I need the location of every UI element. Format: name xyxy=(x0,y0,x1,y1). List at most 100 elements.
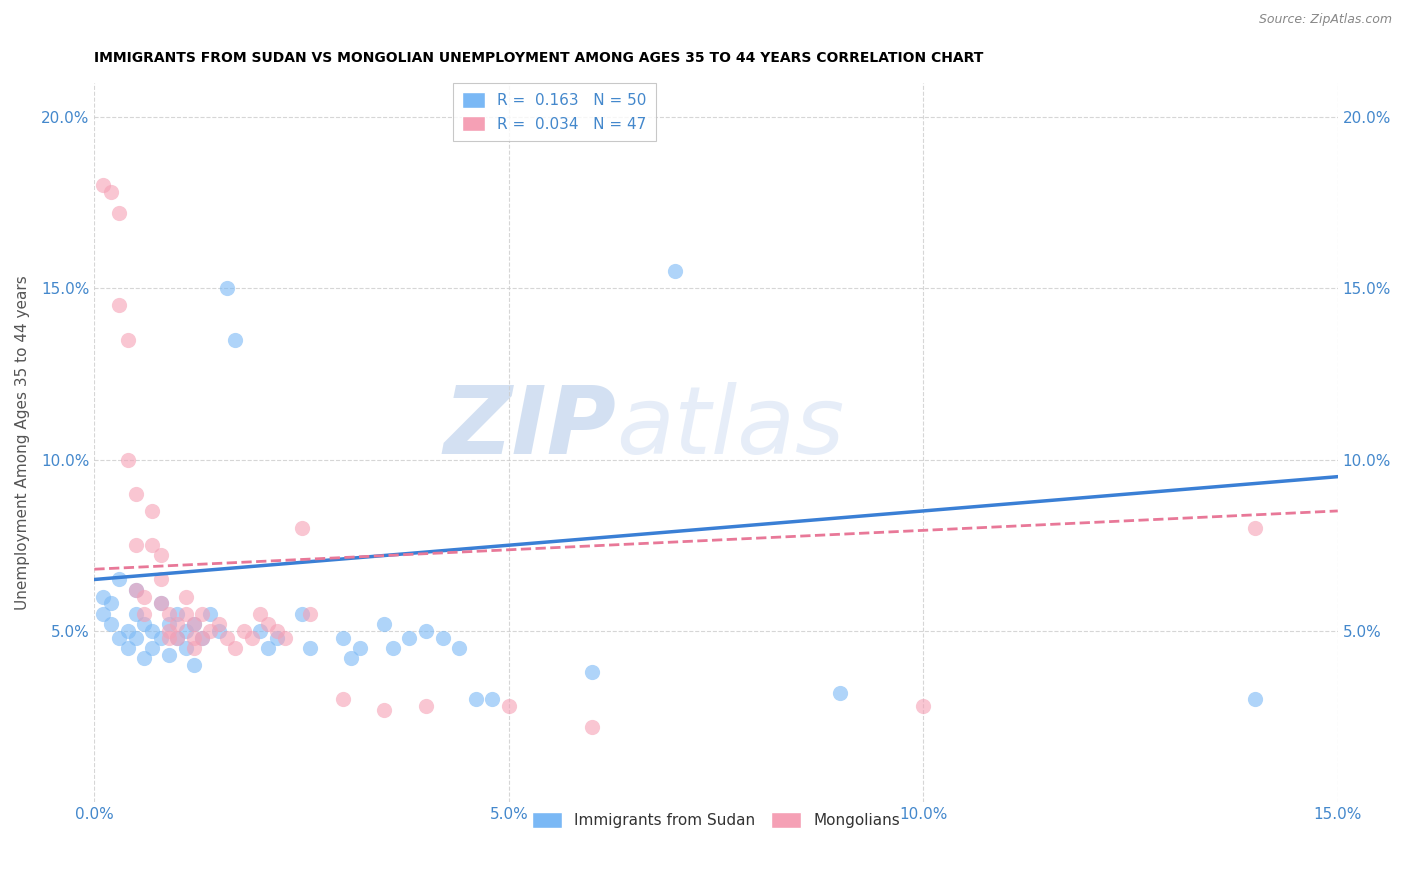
Point xyxy=(125,582,148,597)
Point xyxy=(166,617,188,632)
Point xyxy=(449,640,471,655)
Y-axis label: Unemployment Among Ages 35 to 44 years: Unemployment Among Ages 35 to 44 years xyxy=(15,275,30,610)
Point xyxy=(1244,692,1267,706)
Point xyxy=(174,640,197,655)
Point xyxy=(240,631,263,645)
Point xyxy=(398,631,420,645)
Point xyxy=(373,617,395,632)
Point xyxy=(91,607,114,621)
Point xyxy=(125,582,148,597)
Point xyxy=(108,298,131,312)
Point xyxy=(157,648,180,662)
Point xyxy=(183,658,205,673)
Point xyxy=(141,538,163,552)
Point xyxy=(200,624,222,638)
Point xyxy=(208,617,231,632)
Point xyxy=(117,624,139,638)
Point xyxy=(373,703,395,717)
Point xyxy=(100,617,122,632)
Point xyxy=(174,607,197,621)
Point xyxy=(581,720,603,734)
Point xyxy=(117,452,139,467)
Text: atlas: atlas xyxy=(617,383,845,474)
Point xyxy=(830,685,852,699)
Point xyxy=(481,692,503,706)
Point xyxy=(108,573,131,587)
Point xyxy=(132,607,155,621)
Point xyxy=(249,624,271,638)
Point xyxy=(125,538,148,552)
Point xyxy=(117,333,139,347)
Point xyxy=(340,651,363,665)
Point xyxy=(100,597,122,611)
Point xyxy=(108,631,131,645)
Point xyxy=(208,624,231,638)
Point xyxy=(464,692,486,706)
Point xyxy=(141,624,163,638)
Point xyxy=(132,651,155,665)
Point xyxy=(166,607,188,621)
Point xyxy=(232,624,254,638)
Point xyxy=(149,549,172,563)
Point xyxy=(157,631,180,645)
Point xyxy=(298,640,321,655)
Point xyxy=(91,590,114,604)
Point xyxy=(166,631,188,645)
Point xyxy=(191,631,214,645)
Point xyxy=(149,573,172,587)
Point xyxy=(174,624,197,638)
Point xyxy=(100,185,122,199)
Point xyxy=(224,640,246,655)
Point xyxy=(157,624,180,638)
Text: IMMIGRANTS FROM SUDAN VS MONGOLIAN UNEMPLOYMENT AMONG AGES 35 TO 44 YEARS CORREL: IMMIGRANTS FROM SUDAN VS MONGOLIAN UNEMP… xyxy=(94,51,984,65)
Point xyxy=(257,640,280,655)
Point xyxy=(298,607,321,621)
Point xyxy=(290,607,312,621)
Point xyxy=(200,607,222,621)
Point xyxy=(183,631,205,645)
Point xyxy=(332,631,354,645)
Point xyxy=(91,178,114,193)
Point xyxy=(125,631,148,645)
Point xyxy=(132,590,155,604)
Point xyxy=(132,617,155,632)
Text: ZIP: ZIP xyxy=(444,382,617,474)
Point xyxy=(381,640,404,655)
Point xyxy=(149,597,172,611)
Point xyxy=(1244,521,1267,535)
Point xyxy=(191,631,214,645)
Point xyxy=(117,640,139,655)
Point xyxy=(125,607,148,621)
Point xyxy=(332,692,354,706)
Point xyxy=(141,504,163,518)
Point xyxy=(215,281,238,295)
Point xyxy=(432,631,454,645)
Point xyxy=(183,617,205,632)
Point xyxy=(912,699,935,714)
Point xyxy=(125,487,148,501)
Point xyxy=(174,590,197,604)
Point xyxy=(157,617,180,632)
Point xyxy=(415,699,437,714)
Legend: Immigrants from Sudan, Mongolians: Immigrants from Sudan, Mongolians xyxy=(526,806,907,834)
Point xyxy=(249,607,271,621)
Point xyxy=(415,624,437,638)
Point xyxy=(349,640,371,655)
Point xyxy=(664,264,686,278)
Point xyxy=(149,631,172,645)
Point xyxy=(266,631,288,645)
Point xyxy=(183,617,205,632)
Point xyxy=(215,631,238,645)
Point xyxy=(224,333,246,347)
Point xyxy=(183,640,205,655)
Point xyxy=(141,640,163,655)
Point xyxy=(290,521,312,535)
Point xyxy=(498,699,520,714)
Point xyxy=(108,206,131,220)
Text: Source: ZipAtlas.com: Source: ZipAtlas.com xyxy=(1258,13,1392,27)
Point xyxy=(166,631,188,645)
Point xyxy=(274,631,297,645)
Point xyxy=(266,624,288,638)
Point xyxy=(149,597,172,611)
Point xyxy=(581,665,603,679)
